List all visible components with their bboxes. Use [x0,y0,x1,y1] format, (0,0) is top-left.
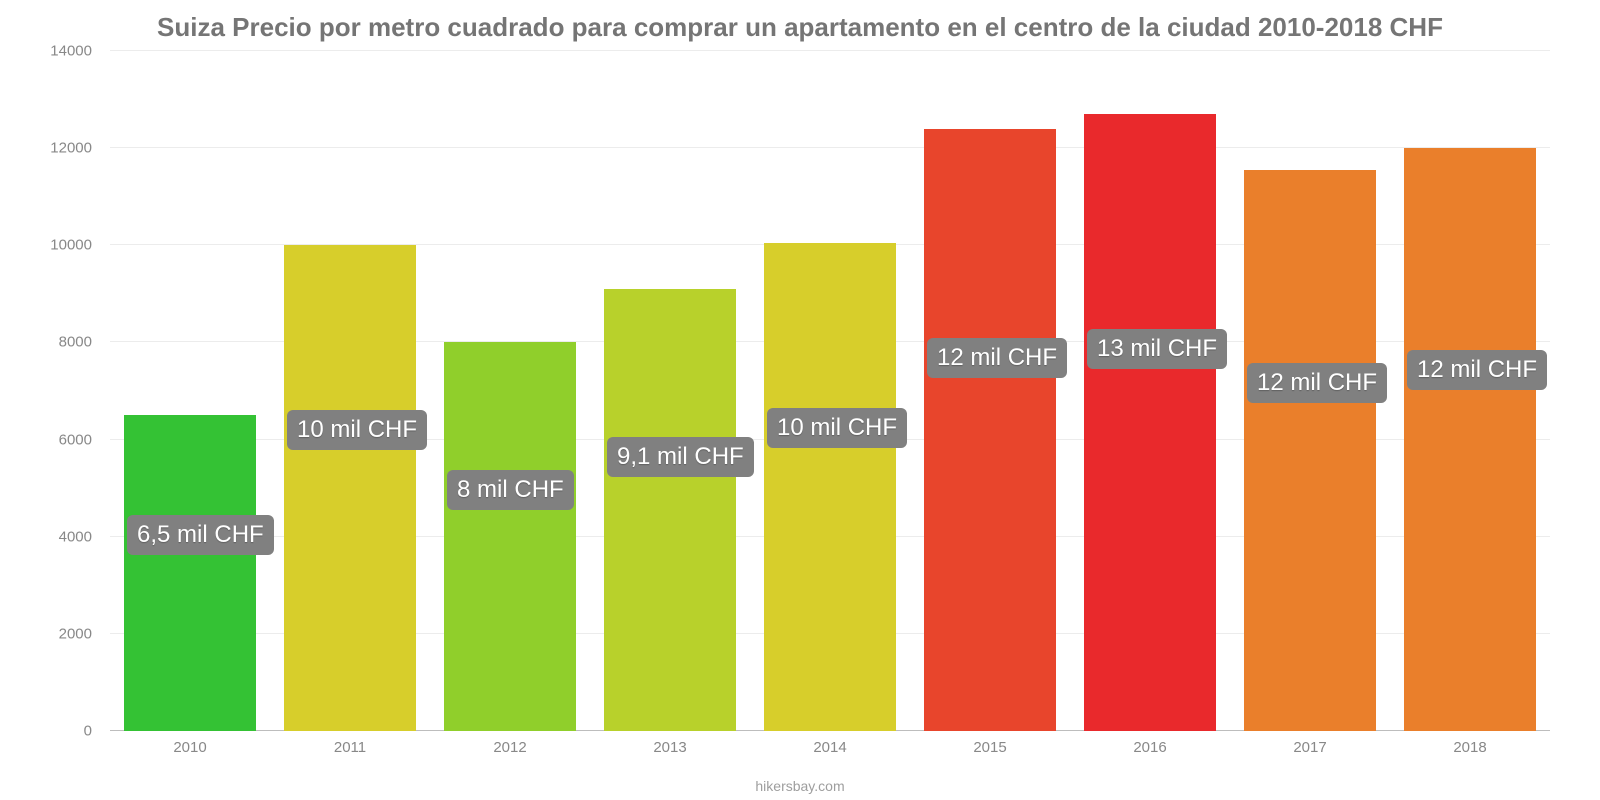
bar-slot: 12 mil CHF [1390,51,1550,731]
bar-2013: 9,1 mil CHF [604,289,735,731]
x-tick: 2013 [590,739,750,756]
bar-2014: 10 mil CHF [764,243,895,731]
bar-value-label: 6,5 mil CHF [127,515,274,555]
bar-value-label: 10 mil CHF [287,410,427,450]
x-tick: 2012 [430,739,590,756]
bar-slot: 13 mil CHF [1070,51,1230,731]
bar-slot: 12 mil CHF [910,51,1070,731]
y-axis: 02000400060008000100001200014000 [40,51,100,731]
bar-value-label: 13 mil CHF [1087,329,1227,369]
plot-area: 02000400060008000100001200014000 6,5 mil… [40,51,1560,731]
y-tick: 6000 [40,431,92,448]
bar-slot: 10 mil CHF [750,51,910,731]
bar-2017: 12 mil CHF [1244,170,1375,731]
bar-value-label: 12 mil CHF [927,338,1067,378]
bar-value-label: 10 mil CHF [767,408,907,448]
chart-title: Suiza Precio por metro cuadrado para com… [40,12,1560,43]
x-tick: 2016 [1070,739,1230,756]
y-tick: 2000 [40,625,92,642]
x-tick: 2010 [110,739,270,756]
bar-2012: 8 mil CHF [444,342,575,731]
y-tick: 8000 [40,334,92,351]
y-tick: 10000 [40,237,92,254]
bar-value-label: 12 mil CHF [1407,350,1547,390]
bar-value-label: 8 mil CHF [447,470,574,510]
y-tick: 4000 [40,528,92,545]
x-tick: 2014 [750,739,910,756]
bar-2011: 10 mil CHF [284,245,415,731]
bar-value-label: 9,1 mil CHF [607,437,754,477]
bar-value-label: 12 mil CHF [1247,363,1387,403]
bar-slot: 10 mil CHF [270,51,430,731]
bars-container: 6,5 mil CHF10 mil CHF8 mil CHF9,1 mil CH… [110,51,1550,731]
bar-slot: 8 mil CHF [430,51,590,731]
bar-2016: 13 mil CHF [1084,114,1215,731]
bar-2015: 12 mil CHF [924,129,1055,731]
x-tick: 2018 [1390,739,1550,756]
x-tick: 2017 [1230,739,1390,756]
y-tick: 0 [40,723,92,740]
price-chart: Suiza Precio por metro cuadrado para com… [0,0,1600,800]
y-tick: 12000 [40,140,92,157]
y-tick: 14000 [40,43,92,60]
bar-2010: 6,5 mil CHF [124,415,255,731]
bar-slot: 6,5 mil CHF [110,51,270,731]
bar-2018: 12 mil CHF [1404,148,1535,731]
source-label: hikersbay.com [0,778,1600,794]
bar-slot: 9,1 mil CHF [590,51,750,731]
x-tick: 2015 [910,739,1070,756]
bar-slot: 12 mil CHF [1230,51,1390,731]
x-axis: 201020112012201320142015201620172018 [110,739,1550,756]
x-tick: 2011 [270,739,430,756]
